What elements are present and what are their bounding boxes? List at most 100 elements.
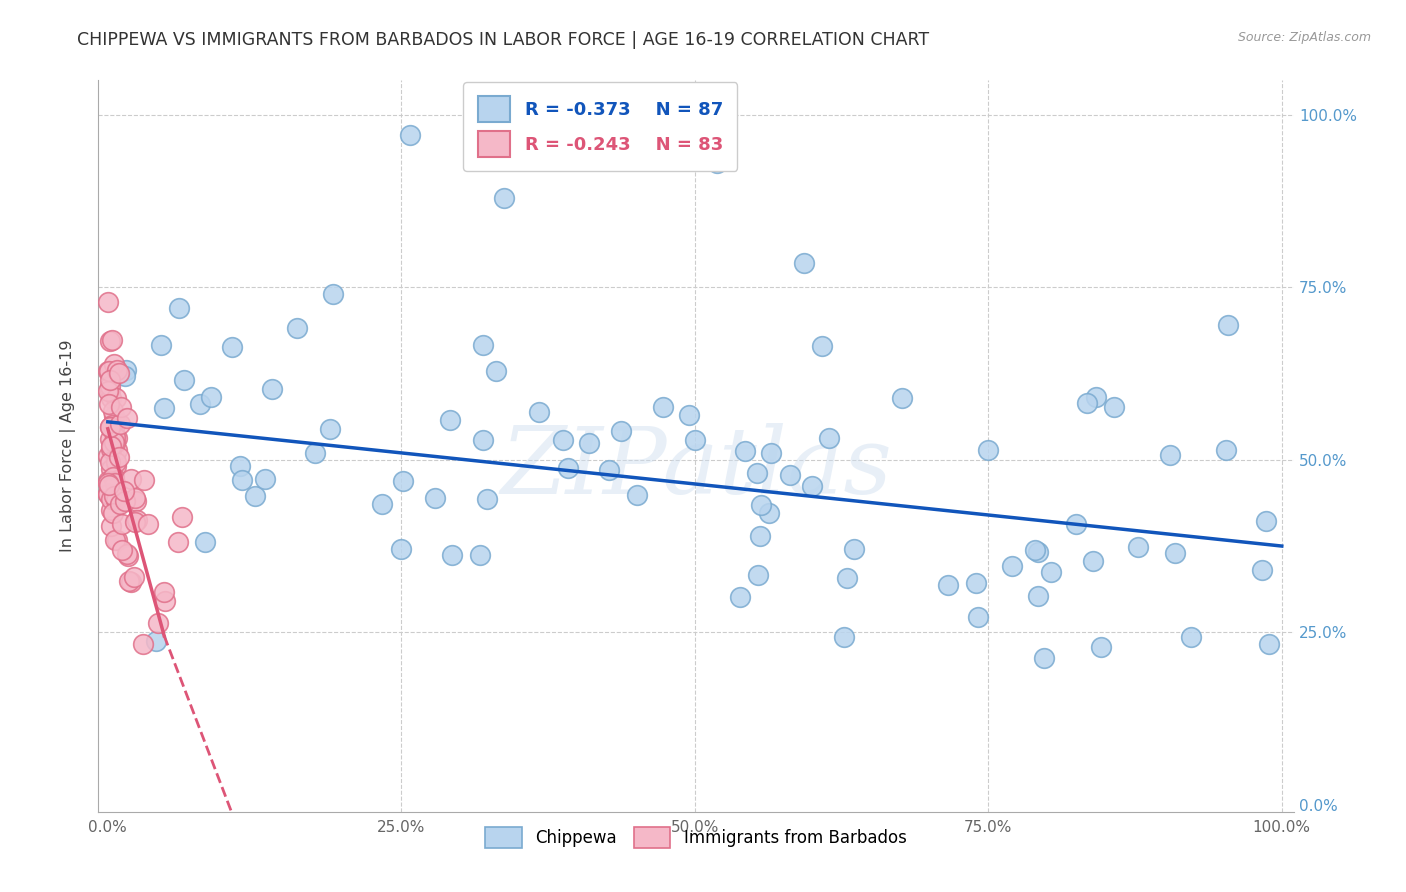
Point (100, 439, 122, 453)
Point (475, 491, 498, 506)
Point (100, 462, 122, 476)
Point (97, 477, 120, 491)
Point (471, 433, 494, 447)
Point (172, 509, 194, 524)
Point (1081, 554, 1104, 568)
Point (117, 549, 139, 563)
Point (117, 574, 139, 589)
Point (966, 609, 988, 624)
Point (399, 128, 422, 143)
Point (678, 408, 700, 422)
Point (103, 470, 125, 484)
Point (747, 466, 769, 480)
Point (370, 497, 392, 511)
Point (832, 630, 855, 644)
Point (1064, 516, 1087, 531)
Point (103, 469, 125, 483)
Point (468, 548, 491, 562)
Point (115, 547, 138, 561)
Point (842, 542, 865, 557)
Point (100, 492, 122, 507)
Point (758, 506, 780, 520)
Point (749, 529, 772, 543)
Point (101, 404, 124, 418)
Point (1032, 651, 1054, 665)
Point (97, 474, 120, 488)
Point (221, 340, 243, 354)
Point (120, 574, 142, 589)
Point (98, 397, 121, 411)
Point (97, 384, 120, 399)
Point (103, 489, 125, 503)
Point (100, 419, 122, 434)
Point (598, 463, 620, 477)
Point (105, 455, 128, 469)
Point (734, 444, 756, 458)
Point (98, 384, 121, 398)
Point (98, 334, 121, 348)
Point (132, 473, 155, 487)
Point (107, 450, 129, 464)
Point (105, 431, 128, 445)
Point (652, 400, 675, 414)
Point (104, 459, 127, 474)
Point (1028, 590, 1050, 604)
Point (98, 432, 121, 446)
Point (779, 467, 801, 482)
Point (811, 339, 834, 353)
Point (136, 517, 159, 532)
Point (626, 488, 648, 502)
Point (101, 506, 124, 520)
Point (1104, 400, 1126, 414)
Point (105, 533, 128, 547)
Point (103, 428, 125, 442)
Point (759, 446, 782, 460)
Point (98, 455, 121, 469)
Point (818, 431, 841, 445)
Point (1251, 563, 1274, 577)
Point (97, 449, 120, 463)
Point (153, 401, 176, 415)
Point (389, 541, 412, 556)
Point (111, 517, 134, 532)
Point (124, 515, 146, 529)
Point (936, 578, 959, 592)
Point (110, 497, 132, 511)
Point (508, 128, 530, 143)
Point (104, 475, 127, 490)
Point (1164, 546, 1187, 560)
Point (100, 391, 122, 405)
Point (105, 442, 128, 457)
Point (1159, 449, 1181, 463)
Point (105, 492, 128, 507)
Point (104, 412, 127, 426)
Point (97, 364, 120, 378)
Point (391, 474, 413, 488)
Point (231, 473, 253, 487)
Point (1180, 630, 1202, 644)
Point (114, 493, 136, 508)
Point (439, 413, 461, 427)
Point (610, 425, 633, 439)
Point (167, 534, 190, 549)
Point (1215, 443, 1237, 458)
Point (1090, 640, 1112, 654)
Point (1026, 545, 1049, 559)
Point (104, 436, 127, 450)
Point (1218, 318, 1240, 332)
Point (104, 450, 127, 464)
Point (287, 321, 309, 335)
Point (125, 513, 148, 527)
Point (103, 488, 125, 502)
Point (104, 491, 127, 506)
Point (1254, 514, 1277, 528)
Point (100, 518, 122, 533)
Point (200, 390, 222, 404)
Point (103, 357, 125, 371)
Point (97, 486, 120, 500)
Point (97, 487, 120, 501)
Point (110, 400, 132, 414)
Point (103, 409, 125, 424)
Point (98, 420, 121, 434)
Point (173, 373, 195, 387)
